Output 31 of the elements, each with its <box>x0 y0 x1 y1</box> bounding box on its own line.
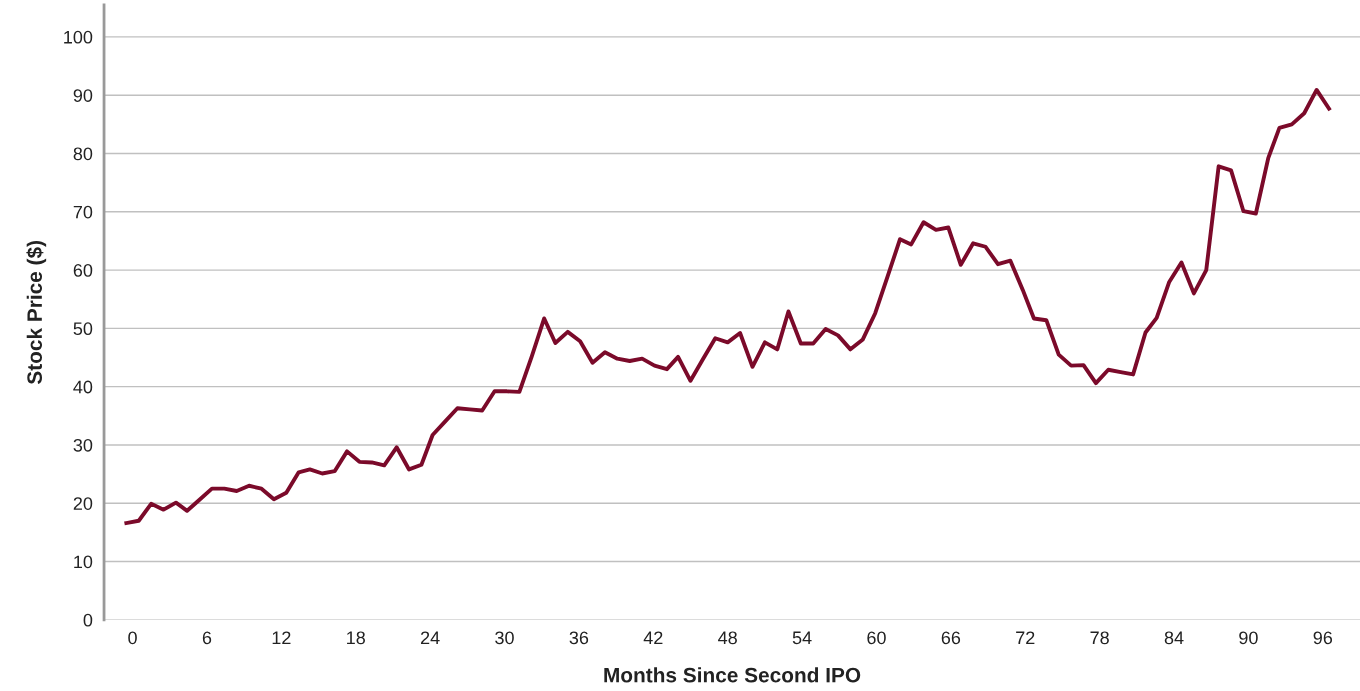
y-tick-label: 0 <box>83 613 93 627</box>
y-tick-label: 60 <box>73 264 93 277</box>
y-tick-label: 40 <box>73 380 93 394</box>
x-tick-label: 54 <box>792 631 812 645</box>
x-tick-label: 42 <box>643 631 663 645</box>
x-tick-label: 48 <box>718 631 737 645</box>
y-tick-label: 20 <box>73 497 93 510</box>
y-tick-label: 30 <box>73 438 93 452</box>
x-tick-label: 24 <box>420 631 440 645</box>
x-tick-label: 84 <box>1164 631 1184 645</box>
y-tick-label: 10 <box>74 555 93 569</box>
y-tick-label: 100 <box>64 30 93 44</box>
line-series <box>124 87 1331 526</box>
x-tick-label: 66 <box>941 631 961 645</box>
x-tick-label: 18 <box>347 631 365 645</box>
x-tick-label: 90 <box>1239 631 1258 645</box>
x-tick-label: 60 <box>867 631 886 645</box>
y-axis-title: Stock Price ($) <box>26 241 47 385</box>
x-tick-label: 78 <box>1090 631 1109 645</box>
x-tick-label: 0 <box>128 631 137 645</box>
y-tick-label: 90 <box>73 89 93 102</box>
y-tick-label: 70 <box>73 205 93 219</box>
x-tick-label: 72 <box>1016 631 1035 645</box>
y-tick-label: 50 <box>73 322 93 336</box>
x-tick-label: 6 <box>202 631 212 645</box>
x-axis-title: Months Since Second IPO <box>604 667 861 683</box>
y-tick-label: 80 <box>73 147 93 161</box>
x-tick-label: 96 <box>1313 631 1333 645</box>
x-tick-label: 12 <box>272 631 291 645</box>
x-tick-label: 30 <box>495 631 514 645</box>
x-tick-label: 36 <box>569 631 589 645</box>
